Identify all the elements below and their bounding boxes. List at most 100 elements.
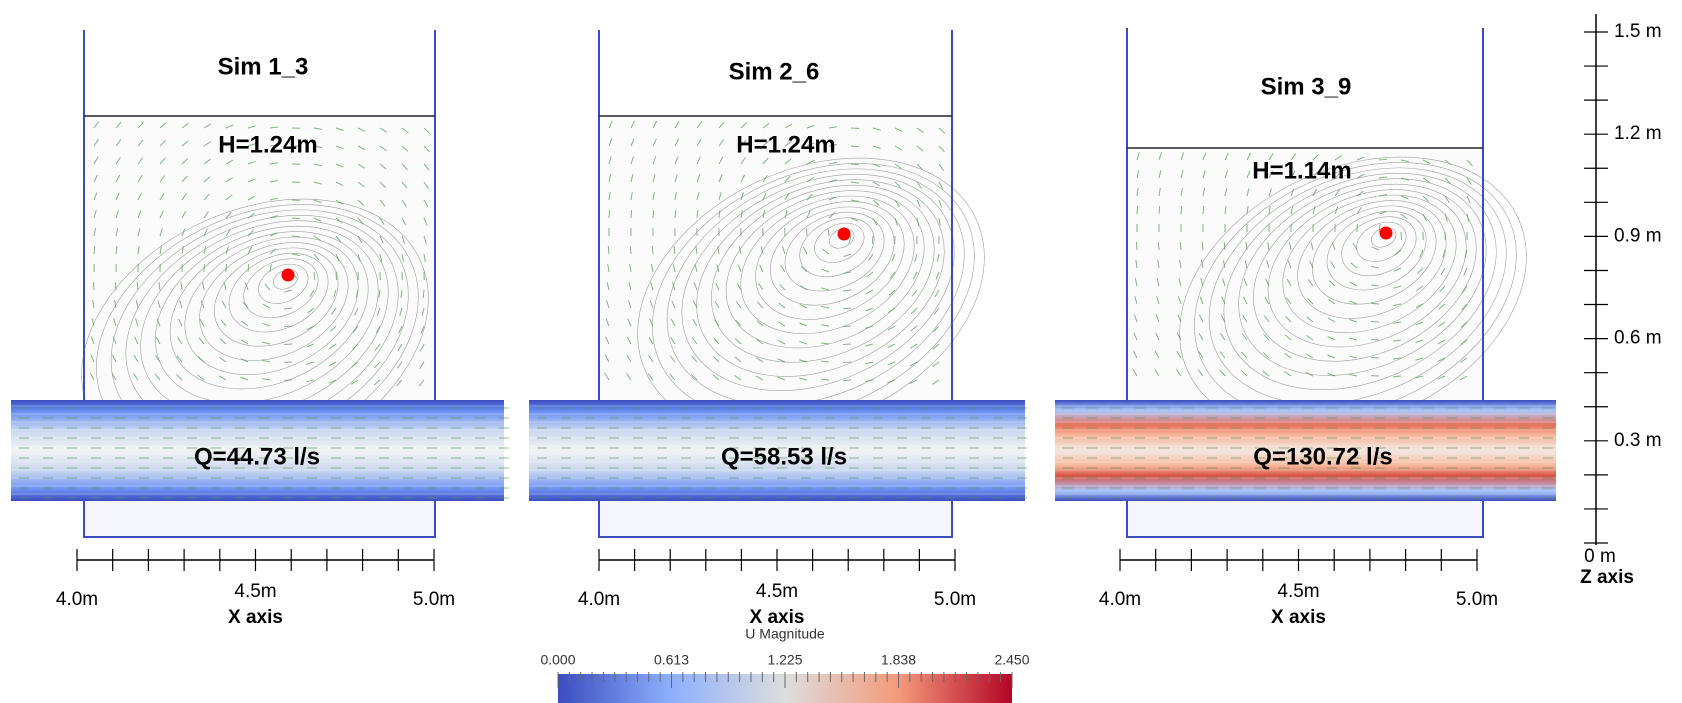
velocity-vector bbox=[374, 361, 381, 369]
velocity-vector bbox=[696, 138, 702, 147]
velocity-vector bbox=[159, 192, 165, 201]
velocity-vector bbox=[630, 192, 633, 201]
velocity-vector bbox=[1241, 351, 1248, 359]
velocity-vector bbox=[114, 300, 117, 309]
velocity-vector bbox=[137, 157, 144, 165]
velocity-vector bbox=[626, 354, 632, 363]
colorbar-title: U Magnitude bbox=[745, 626, 825, 642]
velocity-vector bbox=[1444, 159, 1452, 166]
velocity-vector bbox=[716, 264, 720, 273]
velocity-vector bbox=[1334, 155, 1342, 161]
velocity-vector bbox=[203, 141, 211, 147]
velocity-vector bbox=[648, 355, 654, 363]
velocity-vector bbox=[1201, 241, 1204, 251]
colorbar-tick-label: 2.450 bbox=[994, 652, 1029, 668]
velocity-vector bbox=[806, 176, 814, 183]
velocity-vector bbox=[159, 228, 163, 237]
streamline bbox=[770, 206, 895, 306]
velocity-vector bbox=[781, 246, 786, 255]
velocity-vector bbox=[1267, 242, 1270, 251]
z-tick-label: 0.6 m bbox=[1614, 328, 1662, 349]
velocity-vector bbox=[802, 246, 808, 255]
velocity-vector bbox=[872, 199, 880, 206]
velocity-vector bbox=[423, 163, 430, 171]
velocity-vector bbox=[1202, 205, 1205, 215]
velocity-vector bbox=[313, 181, 322, 185]
velocity-vector bbox=[1221, 296, 1226, 305]
velocity-vector bbox=[1286, 278, 1292, 287]
velocity-vector bbox=[608, 209, 611, 219]
velocity-vector bbox=[784, 210, 788, 219]
velocity-vector bbox=[1263, 333, 1270, 341]
velocity-vector bbox=[674, 209, 677, 219]
velocity-vector bbox=[1220, 333, 1226, 341]
velocity-vector bbox=[133, 354, 139, 363]
velocity-vector bbox=[1349, 355, 1358, 359]
velocity-vector bbox=[674, 120, 680, 129]
velocity-vector bbox=[379, 145, 387, 152]
velocity-vector bbox=[649, 300, 654, 309]
velocity-vector bbox=[630, 174, 634, 183]
velocity-vector bbox=[1154, 350, 1160, 359]
velocity-vector bbox=[843, 253, 852, 258]
velocity-vector bbox=[269, 144, 278, 147]
velocity-vector bbox=[1400, 231, 1403, 241]
velocity-vector bbox=[155, 355, 161, 363]
velocity-vector bbox=[176, 355, 183, 363]
velocity-vector bbox=[1327, 336, 1336, 341]
velocity-vector bbox=[221, 300, 227, 309]
x-tick-label: 4.0m bbox=[1099, 589, 1141, 610]
velocity-vector bbox=[1306, 335, 1314, 341]
velocity-vector bbox=[865, 307, 874, 312]
velocity-vector bbox=[888, 307, 896, 313]
velocity-vector bbox=[1268, 170, 1273, 179]
velocity-vector bbox=[423, 253, 426, 262]
velocity-vector bbox=[1356, 156, 1365, 161]
velocity-vector bbox=[606, 300, 610, 309]
velocity-vector bbox=[180, 282, 183, 291]
velocity-vector bbox=[1290, 170, 1296, 179]
velocity-vector bbox=[401, 199, 407, 207]
velocity-vector bbox=[887, 325, 896, 331]
velocity-vector bbox=[821, 268, 830, 273]
velocity-vector bbox=[1134, 296, 1138, 305]
velocity-vector bbox=[1328, 298, 1336, 305]
velocity-vector bbox=[799, 377, 808, 381]
velocity-vector bbox=[115, 245, 118, 255]
velocity-vector bbox=[1393, 339, 1402, 342]
velocity-vector bbox=[938, 145, 945, 153]
velocity-vector bbox=[891, 253, 896, 262]
velocity-vector bbox=[1444, 195, 1450, 204]
velocity-vector bbox=[1415, 375, 1424, 379]
velocity-vector bbox=[1312, 206, 1316, 215]
velocity-vector bbox=[376, 307, 381, 316]
velocity-vector bbox=[734, 356, 742, 363]
velocity-vector bbox=[1240, 370, 1248, 377]
velocity-vector bbox=[1312, 171, 1319, 179]
velocity-vector bbox=[799, 303, 808, 309]
velocity-vector bbox=[1155, 332, 1160, 341]
velocity-vector bbox=[935, 271, 940, 280]
velocity-vector bbox=[423, 199, 429, 208]
velocity-vector bbox=[778, 302, 786, 309]
velocity-vector bbox=[887, 361, 896, 366]
velocity-vector bbox=[1327, 354, 1336, 359]
velocity-vector bbox=[755, 375, 764, 381]
velocity-vector bbox=[203, 123, 212, 129]
velocity-vector bbox=[379, 217, 385, 226]
velocity-vector bbox=[1262, 352, 1270, 359]
basin-bottom bbox=[598, 501, 953, 538]
velocity-vector bbox=[865, 289, 874, 295]
velocity-vector bbox=[758, 283, 764, 291]
velocity-vector bbox=[399, 307, 403, 316]
velocity-vector bbox=[1222, 278, 1226, 287]
velocity-vector bbox=[1440, 267, 1446, 276]
velocity-vector bbox=[1416, 285, 1424, 291]
velocity-vector bbox=[1180, 188, 1183, 197]
velocity-vector bbox=[159, 246, 162, 255]
velocity-vector bbox=[1349, 373, 1358, 377]
velocity-vector bbox=[820, 360, 830, 363]
velocity-vector bbox=[821, 305, 830, 309]
velocity-vector bbox=[379, 199, 386, 207]
velocity-vector bbox=[694, 264, 698, 273]
